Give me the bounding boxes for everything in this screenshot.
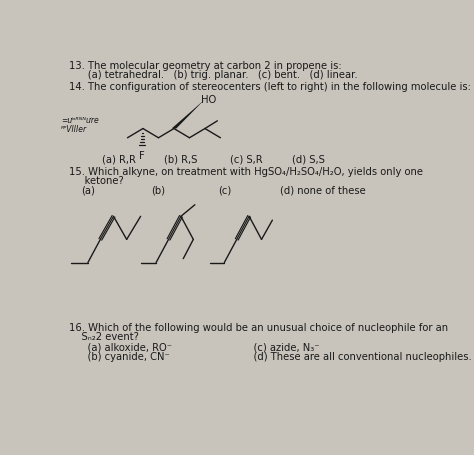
Text: (c) azide, N₃⁻: (c) azide, N₃⁻ bbox=[241, 343, 320, 353]
Text: (b): (b) bbox=[151, 186, 164, 196]
Text: (d) none of these: (d) none of these bbox=[280, 186, 366, 196]
Polygon shape bbox=[172, 99, 205, 128]
Text: F: F bbox=[139, 151, 145, 161]
Text: (a): (a) bbox=[81, 186, 95, 196]
Text: (b) R,S: (b) R,S bbox=[164, 155, 197, 165]
Text: (a) R,R: (a) R,R bbox=[102, 155, 136, 165]
Text: (c): (c) bbox=[218, 186, 231, 196]
Text: (a) alkoxide, RO⁻: (a) alkoxide, RO⁻ bbox=[75, 343, 172, 353]
Text: (b) cyanide, CN⁻: (b) cyanide, CN⁻ bbox=[75, 352, 170, 362]
Text: 16. Which of the following would be an unusual choice of nucleophile for an: 16. Which of the following would be an u… bbox=[69, 323, 447, 333]
Text: (c) S,R: (c) S,R bbox=[230, 155, 263, 165]
Text: (d) These are all conventional nucleophiles.: (d) These are all conventional nucleophi… bbox=[241, 352, 472, 362]
Text: =ưᵒᴿᴺᴺưre: =ưᵒᴿᴺᴺưre bbox=[61, 116, 99, 125]
Text: (d) S,S: (d) S,S bbox=[292, 155, 325, 165]
Text: (a) tetrahedral.   (b) trig. planar.   (c) bent.   (d) linear.: (a) tetrahedral. (b) trig. planar. (c) b… bbox=[69, 70, 357, 80]
Text: 15. Which alkyne, on treatment with HgSO₄/H₂SO₄/H₂O, yields only one: 15. Which alkyne, on treatment with HgSO… bbox=[69, 167, 422, 177]
Text: ᴿᴾVIIIer: ᴿᴾVIIIer bbox=[61, 125, 87, 134]
Text: ketone?: ketone? bbox=[69, 176, 123, 186]
Text: 13. The molecular geometry at carbon 2 in propene is:: 13. The molecular geometry at carbon 2 i… bbox=[69, 61, 341, 71]
Text: HO: HO bbox=[201, 95, 216, 105]
Text: Sₙ₂2 event?: Sₙ₂2 event? bbox=[69, 332, 138, 342]
Text: 14. The configuration of stereocenters (left to right) in the following molecule: 14. The configuration of stereocenters (… bbox=[69, 82, 470, 92]
